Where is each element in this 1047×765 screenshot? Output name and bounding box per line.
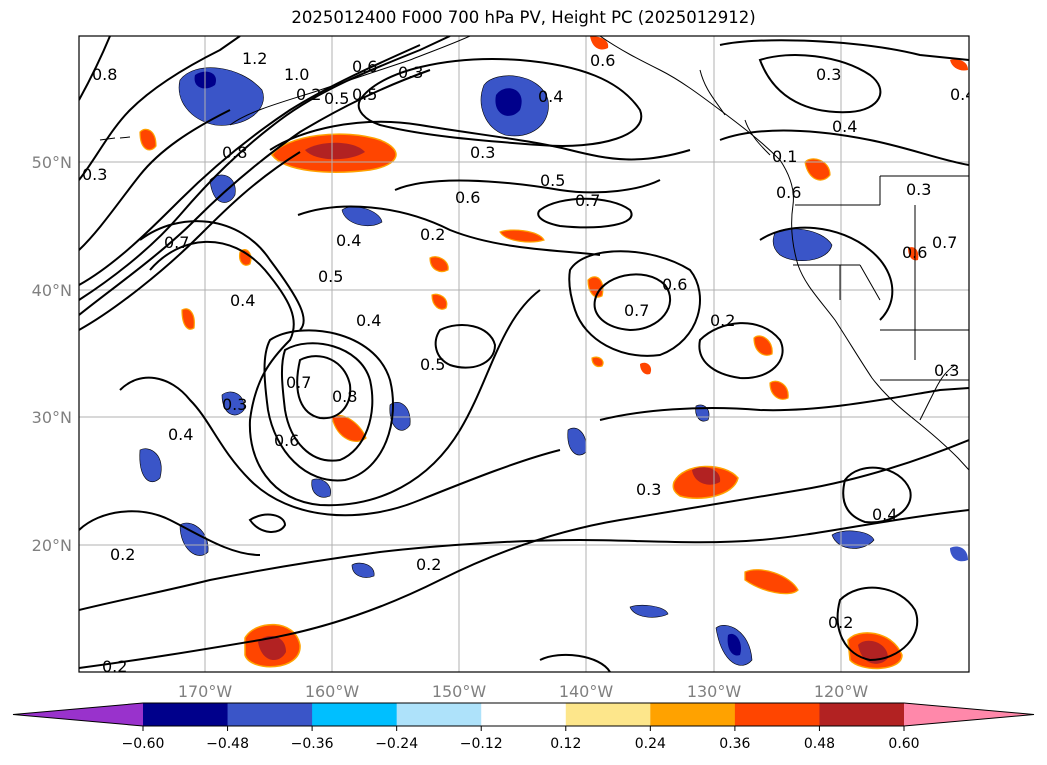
colorbar-segment [227,703,313,726]
colorbar-segment [734,703,820,726]
contour-label: 0.2 [828,613,853,632]
contour-label: 0.3 [816,65,841,84]
colorbar: −0.60 −0.48 −0.36 −0.24 −0.12 0.12 0.24 0.36 0.4… [12,702,1035,752]
colorbar-tick-label: 0.24 [635,736,666,752]
lat-tick-label: 40°N [32,281,72,300]
colorbar-segment [143,703,229,726]
colorbar-tick-label: 0.12 [550,736,581,752]
contour-label: 1.0 [284,65,309,84]
contour-label: 0.1 [772,147,797,166]
contour-label: 0.7 [164,233,189,252]
contour-label: 0.4 [168,425,193,444]
contour-label: 0.8 [332,387,357,406]
colorbar-segment [312,703,398,726]
lon-tick-label: 160°W [305,682,360,701]
contour-label: 0.6 [274,431,299,450]
colorbar-tick-label: 0.36 [719,736,750,752]
colorbar-segment [819,703,905,726]
contour-label: 0.7 [932,233,957,252]
colorbar-extend-high [904,703,1034,726]
lon-tick-label: 130°W [687,682,742,701]
contour-label: 0.5 [352,85,377,104]
gridlines [79,36,969,672]
contour-label: 0.6 [455,188,480,207]
positive-anomaly-shading [139,36,968,670]
contour-label: 0.3 [82,165,107,184]
contour-label: 0.2 [420,225,445,244]
colorbar-segment [565,703,651,726]
contour-label: 1.2 [242,49,267,68]
lat-tick-label: 30°N [32,408,72,427]
contour-label: 0.3 [398,63,423,82]
contour-label: 0.5 [318,267,343,286]
contour-lines [79,36,969,672]
colorbar-segment [396,703,482,726]
contour-label: 0.7 [286,373,311,392]
contour-label: 0.2 [102,657,127,676]
map-frame [78,35,970,673]
contour-label: 0.7 [624,301,649,320]
contour-label: 0.5 [420,355,445,374]
page-title: 2025012400 F000 700 hPa PV, Height PC (2… [291,8,756,27]
contour-label: 0.3 [934,361,959,380]
longitude-tick-labels: 170°W 160°W 150°W 140°W 130°W 120°W [178,682,869,701]
colorbar-tick-label: −0.60 [122,736,165,752]
contour-label: 0.3 [906,180,931,199]
map-area: 1.2 1.0 0.8 0.6 0.5 0.4 0.3 0.2 0.7 0.6 … [79,36,975,676]
contour-labels: 1.2 1.0 0.8 0.6 0.5 0.4 0.3 0.2 0.7 0.6 … [82,49,975,676]
contour-label: 0.5 [540,171,565,190]
colorbar-extend-low [13,703,143,726]
colorbar-segment [650,703,736,726]
contour-label: 0.6 [902,243,927,262]
lon-tick-label: 150°W [432,682,487,701]
colorbar-tick-label: −0.12 [460,736,503,752]
contour-label: 0.4 [872,505,897,524]
contour-label: 0.7 [575,191,600,210]
lon-tick-label: 120°W [814,682,869,701]
colorbar-tick-label: −0.36 [291,736,334,752]
contour-label: 0.8 [92,65,117,84]
contour-label: 0.2 [296,85,321,104]
contour-label: 0.8 [222,143,247,162]
lon-tick-label: 170°W [178,682,233,701]
contour-label: 0.4 [356,311,381,330]
colorbar-tick-label: 0.60 [888,736,919,752]
lat-tick-label: 50°N [32,153,72,172]
contour-label: 0.4 [538,87,563,106]
contour-label: 0.4 [230,291,255,310]
contour-label: 0.6 [590,51,615,70]
contour-label: 0.4 [336,231,361,250]
colorbar-tick-label: −0.24 [375,736,418,752]
contour-label: 0.3 [222,395,247,414]
contour-label: 0.6 [662,275,687,294]
coastlines [99,36,969,471]
lon-tick-label: 140°W [559,682,614,701]
colorbar-segment [481,703,567,726]
latitude-tick-labels: 50°N 40°N 30°N 20°N [32,153,72,555]
negative-anomaly-shading [139,67,968,666]
contour-label: 0.6 [776,183,801,202]
lat-tick-label: 20°N [32,536,72,555]
contour-label: 0.4 [832,117,857,136]
contour-label: 0.4 [950,85,975,104]
colorbar-tick-label: 0.48 [804,736,835,752]
contour-label: 0.2 [710,311,735,330]
contour-label: 0.5 [324,89,349,108]
contour-label: 0.2 [110,545,135,564]
contour-label: 0.6 [352,57,377,76]
contour-label: 0.3 [470,143,495,162]
contour-label: 0.2 [416,555,441,574]
contour-label: 0.3 [636,480,661,499]
colorbar-tick-label: −0.48 [206,736,249,752]
